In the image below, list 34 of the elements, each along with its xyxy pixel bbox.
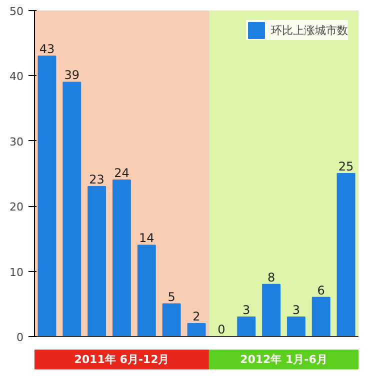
y-tick-label: 10 (10, 266, 24, 279)
y-tick-label: 20 (10, 200, 24, 214)
y-tick-label: 50 (10, 5, 24, 18)
y-tick-label: 40 (10, 70, 24, 84)
text: 2012年 1月-6月 (240, 353, 328, 366)
y-tick-label: 0 (16, 331, 24, 344)
bar (262, 284, 280, 336)
data-label: 23 (89, 172, 104, 187)
bar (112, 180, 131, 336)
data-label: 2 (192, 309, 200, 324)
data-label: 25 (338, 160, 354, 174)
text: 2011年 6月-12月 (74, 353, 170, 366)
data-label: 14 (139, 231, 154, 246)
bar (336, 173, 356, 336)
data-label: 3 (292, 302, 300, 317)
bar (38, 56, 56, 336)
bar (88, 186, 106, 336)
bar (137, 244, 156, 336)
bar (162, 303, 181, 336)
data-label: 3 (242, 302, 250, 317)
bar (62, 82, 82, 336)
legend-label: 环比上涨城市数 (271, 22, 348, 38)
bar (312, 296, 330, 336)
data-label: 39 (64, 68, 80, 82)
data-label: 8 (267, 270, 276, 284)
bar (237, 316, 256, 336)
data-label: 24 (114, 166, 130, 180)
bar (187, 322, 206, 336)
data-label: 43 (39, 42, 55, 56)
bar (286, 316, 306, 336)
data-label: 6 (317, 283, 325, 298)
y-tick-label: 30 (10, 135, 24, 148)
data-label: 5 (168, 290, 176, 304)
data-label: 0 (218, 322, 226, 336)
